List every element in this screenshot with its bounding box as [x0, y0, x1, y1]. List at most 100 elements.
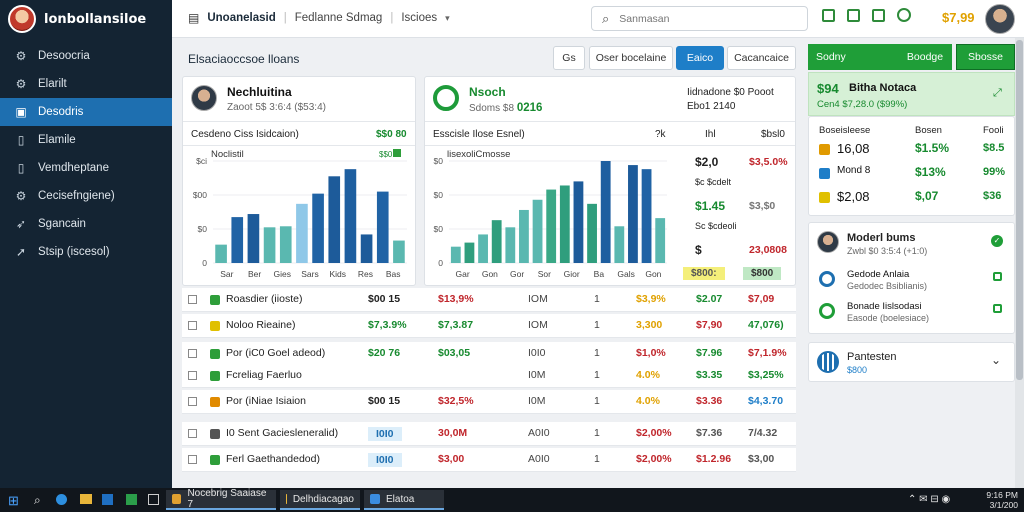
- bar[interactable]: [628, 165, 638, 263]
- table-row[interactable]: Fcreliag Faerluo I0M 1 4.0% $3.35 $3,25%: [182, 364, 796, 388]
- sidebar-item[interactable]: ⚙ Elarilt: [0, 70, 172, 98]
- options-button[interactable]: Oser bocelaine: [589, 46, 673, 70]
- bar[interactable]: [559, 185, 570, 263]
- primary-action-button[interactable]: Eaico: [676, 46, 724, 70]
- search-icon[interactable]: ⌕: [34, 493, 41, 507]
- share-icon[interactable]: [872, 8, 885, 22]
- page-section-title[interactable]: Unoanelasid: [207, 12, 276, 24]
- user-avatar[interactable]: [985, 4, 1015, 34]
- tab-summary[interactable]: Sodny: [808, 44, 898, 70]
- contact-avatar[interactable]: [817, 231, 839, 253]
- sidebar-item[interactable]: ⚙ Cecisefngiene): [0, 182, 172, 210]
- bar[interactable]: [546, 189, 557, 263]
- bar[interactable]: [600, 161, 611, 263]
- tab-badge[interactable]: Boodge: [898, 44, 952, 70]
- store-icon[interactable]: [102, 494, 113, 505]
- bar[interactable]: [505, 227, 516, 263]
- side-value-row: $23,0808: [687, 241, 793, 263]
- row-checkbox[interactable]: [188, 429, 197, 438]
- bar[interactable]: [247, 214, 260, 263]
- contact-name[interactable]: Gedode Anlaia: [847, 269, 910, 280]
- filter-button[interactable]: Gs: [553, 46, 585, 70]
- bar[interactable]: [641, 169, 652, 263]
- row-checkbox[interactable]: [188, 455, 197, 464]
- window-icon[interactable]: [148, 494, 159, 505]
- check-icon[interactable]: ✓: [991, 235, 1003, 247]
- search-icon[interactable]: ⌕: [602, 10, 610, 26]
- search-input[interactable]: [619, 12, 780, 25]
- contact-action-icon[interactable]: [993, 272, 1002, 281]
- chevron-down-icon[interactable]: ▾: [445, 12, 450, 23]
- bar[interactable]: [215, 244, 227, 263]
- folder-icon[interactable]: [822, 8, 835, 22]
- app-icon[interactable]: [126, 494, 137, 505]
- row-checkbox[interactable]: [188, 295, 197, 304]
- top-bar: ▤ Unoanelasid | Fedlanne Sdmag | Iscioes…: [172, 0, 1024, 38]
- tab-share[interactable]: Sbosse: [956, 44, 1015, 70]
- taskbar-app[interactable]: Delhdiacagao: [280, 490, 360, 510]
- bar[interactable]: [393, 240, 405, 263]
- clock[interactable]: 9:16 PM 3/1/200: [962, 490, 1018, 510]
- bar[interactable]: [573, 181, 584, 263]
- table-row[interactable]: Roasdier (iioste) $00 15 $13,9% IOM 1 $3,9% $2…: [182, 288, 796, 312]
- bar[interactable]: [328, 176, 341, 263]
- table-row[interactable]: Por (iNiae Isiaion $00 15 $32,5% I0M 1 4.0% $3…: [182, 390, 796, 414]
- bar[interactable]: [450, 246, 461, 263]
- table-row[interactable]: I0 Sent Gaciesleneralid) I0I0 30,0M A0I0 1 $2…: [182, 422, 796, 446]
- bar[interactable]: [376, 191, 389, 263]
- bar[interactable]: [587, 203, 597, 263]
- row-checkbox[interactable]: [188, 349, 197, 358]
- expand-icon[interactable]: ⤢: [993, 87, 1002, 99]
- bar[interactable]: [279, 226, 292, 263]
- chat-icon[interactable]: [847, 8, 860, 22]
- sidebar-item[interactable]: ➚ Stsip (iscesol): [0, 238, 172, 266]
- bar[interactable]: [231, 217, 244, 263]
- sidebar-item[interactable]: ⚙ Desoocria: [0, 42, 172, 70]
- sidebar-item[interactable]: ▯ Elamile: [0, 126, 172, 154]
- bar[interactable]: [519, 209, 529, 263]
- bar[interactable]: [491, 220, 502, 263]
- edge-icon[interactable]: [56, 494, 67, 505]
- row-checkbox[interactable]: [188, 321, 197, 330]
- bar[interactable]: [344, 169, 357, 263]
- bar[interactable]: [464, 242, 475, 263]
- y-tick-label: $0: [198, 224, 208, 234]
- scrollbar[interactable]: [1015, 38, 1024, 488]
- taskbar-app[interactable]: Nocebrig Saaiase 7: [166, 488, 276, 510]
- brand[interactable]: lonbollansiloe: [0, 0, 172, 38]
- table-row[interactable]: Noloo Rieaine) $7,3.9% $7,3.87 IOM 1 3,300 $7,…: [182, 314, 796, 338]
- contact-name[interactable]: Bonade Iislsodasi: [847, 301, 922, 312]
- sidebar-item[interactable]: ▯ Vemdheptane: [0, 154, 172, 182]
- contact-action-icon[interactable]: [993, 304, 1002, 313]
- page-title: Elsaciaoccsoe lloans: [188, 52, 300, 66]
- bar[interactable]: [614, 226, 625, 263]
- scrollbar-thumb[interactable]: [1016, 40, 1023, 380]
- clock-icon[interactable]: [897, 8, 911, 22]
- bar[interactable]: [312, 193, 324, 263]
- accordion-card[interactable]: Pantesten $800 ⌄: [808, 342, 1015, 382]
- explorer-icon[interactable]: [80, 494, 92, 504]
- start-icon[interactable]: ⊞: [8, 493, 19, 508]
- bar[interactable]: [532, 199, 543, 263]
- bar[interactable]: [263, 227, 276, 263]
- row-checkbox[interactable]: [188, 397, 197, 406]
- breadcrumb-item[interactable]: Fedlanne Sdmag: [294, 12, 383, 24]
- chevron-down-icon[interactable]: ⌄: [991, 353, 1002, 367]
- cancel-button[interactable]: Cacancaice: [727, 46, 796, 70]
- taskbar-app[interactable]: Elatoa: [364, 490, 444, 510]
- row-value: I0I0: [528, 347, 546, 359]
- bar[interactable]: [360, 234, 373, 263]
- bar[interactable]: [478, 234, 488, 263]
- breadcrumb-dropdown[interactable]: Iscioes: [401, 12, 438, 24]
- table-row[interactable]: Por (iC0 Goel adeod) $20 76 $03,05 I0I0 1 $1,…: [182, 342, 796, 366]
- contact-avatar[interactable]: [191, 85, 217, 111]
- sidebar-item[interactable]: ▣ Desodris: [0, 98, 172, 126]
- row-checkbox[interactable]: [188, 371, 197, 380]
- stats-header: Bosen: [915, 125, 942, 136]
- bar[interactable]: [296, 203, 308, 263]
- bar[interactable]: [655, 218, 666, 263]
- sidebar-item[interactable]: ➶ Sgancain: [0, 210, 172, 238]
- table-row[interactable]: Ferl Gaethandedod) I0I0 $3,00 A0I0 1 $2,00% $1…: [182, 448, 796, 472]
- row-value: $1,0%: [636, 347, 666, 359]
- tray-icons[interactable]: ⌃ ✉ ⊟ ◉: [908, 494, 951, 505]
